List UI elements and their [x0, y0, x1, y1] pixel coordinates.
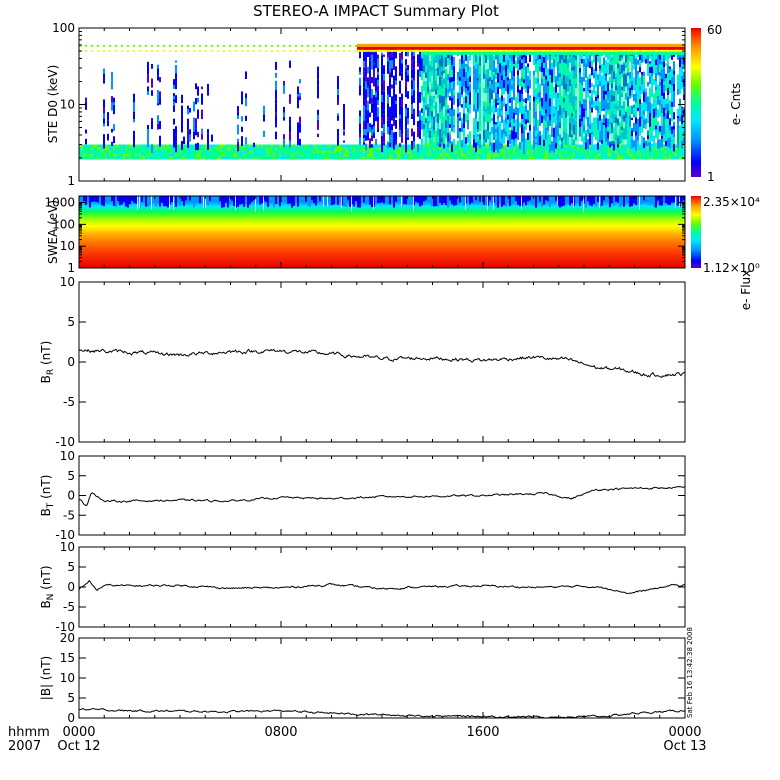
time-tick-hhmm: 0800 [264, 725, 297, 740]
panel-bn: -10 -5 0 5 10 BN (nT) [39, 540, 686, 634]
bmag-x-ticks [78, 638, 686, 718]
panel-bmag: 0 5 10 15 20 |B| (nT) [39, 631, 686, 725]
ste-colorbar [691, 28, 701, 177]
br-ytick-label: -5 [63, 395, 75, 409]
br-frame [78, 281, 686, 443]
swea-colorbar-label: e- Flux [739, 270, 753, 310]
bmag-trace [78, 707, 686, 719]
br-trace [78, 348, 686, 378]
bmag-ylabel: |B| (nT) [39, 656, 53, 700]
ste-heatmap-layer [79, 28, 685, 181]
line-panels: -10 -5 0 5 10 BR (nT) -10 -5 0 5 10 BT (nT) -10 -5 0 5 1… [39, 275, 686, 725]
bmag-ytick-label: 15 [60, 651, 75, 665]
time-tick-date: Oct 12 [57, 739, 100, 754]
time-tick-date: Oct 13 [663, 739, 706, 754]
swea-ylabel: SWEA (eV) [46, 200, 60, 264]
bmag-ytick-label: 0 [67, 711, 75, 725]
bt-x-ticks [78, 456, 686, 535]
bt-ytick-label: 5 [67, 469, 75, 483]
swea-ytick-label: 1000 [44, 196, 75, 210]
bmag-frame [78, 637, 686, 719]
bn-trace [78, 579, 686, 595]
ste-ylabel: STE D0 (keV) [46, 65, 60, 144]
swea-colorbar-min: 1.12×10⁰ [703, 261, 760, 275]
bmag-ytick-label: 20 [60, 631, 75, 645]
bt-ytick-label: -5 [63, 508, 75, 522]
br-ytick-label: 10 [60, 275, 75, 289]
bt-ytick-label: 0 [67, 489, 75, 503]
timestamp-stamp: Sat Feb 16 13:42:38 2008 [686, 627, 694, 718]
ste-x-ticks [78, 28, 686, 181]
plot-title: STEREO-A IMPACT Summary Plot [253, 2, 499, 20]
bn-ytick-label: -5 [63, 600, 75, 614]
panel-br: -10 -5 0 5 10 BR (nT) [39, 275, 686, 449]
panel-ste: 1 10 100 STE D0 (keV) 60 1 e- Cnts [46, 21, 743, 188]
ste-y-ticks: 1 10 100 [52, 21, 686, 188]
ste-ytick-label: 100 [52, 21, 75, 35]
swea-colorbar-max: 2.35×10⁴ [703, 195, 760, 209]
swea-ytick-label: 100 [52, 217, 75, 231]
time-corner-hhmm: hhmm [8, 725, 50, 740]
bn-x-ticks [78, 547, 686, 627]
bmag-ytick-label: 5 [67, 691, 75, 705]
swea-heatmap-layer [79, 196, 685, 268]
bt-trace [78, 485, 686, 507]
bn-ytick-label: -10 [55, 620, 75, 634]
br-ytick-label: -10 [55, 435, 75, 449]
ste-ytick-label: 10 [60, 98, 75, 112]
time-corner-year: 2007 [8, 739, 41, 754]
br-ylabel: BR (nT) [39, 341, 56, 384]
br-x-ticks [78, 282, 686, 442]
bmag-ytick-label: 10 [60, 671, 75, 685]
br-ytick-label: 5 [67, 315, 75, 329]
swea-colorbar [691, 196, 701, 268]
ste-colorbar-max: 60 [707, 23, 722, 37]
panel-bt: -10 -5 0 5 10 BT (nT) [39, 449, 686, 542]
time-tick-hhmm: 0000 [668, 725, 701, 740]
ste-ytick-label: 1 [67, 174, 75, 188]
swea-ytick-label: 10 [60, 239, 75, 253]
ste-colorbar-min: 1 [707, 170, 715, 184]
bn-ytick-label: 10 [60, 540, 75, 554]
ste-colorbar-label: e- Cnts [729, 83, 743, 125]
bt-ylabel: BT (nT) [39, 475, 56, 517]
bt-ytick-label: 10 [60, 449, 75, 463]
bt-ytick-label: -10 [55, 528, 75, 542]
swea-x-ticks [78, 196, 686, 268]
swea-ytick-label: 1 [67, 261, 75, 275]
bn-ylabel: BN (nT) [39, 565, 56, 608]
time-tick-hhmm: 0000 [62, 725, 95, 740]
bn-ytick-label: 5 [67, 560, 75, 574]
swea-y-ticks: 1 10 100 1000 [44, 195, 686, 275]
br-ytick-label: 0 [67, 355, 75, 369]
time-tick-hhmm: 1600 [466, 725, 499, 740]
bn-ytick-label: 0 [67, 580, 75, 594]
